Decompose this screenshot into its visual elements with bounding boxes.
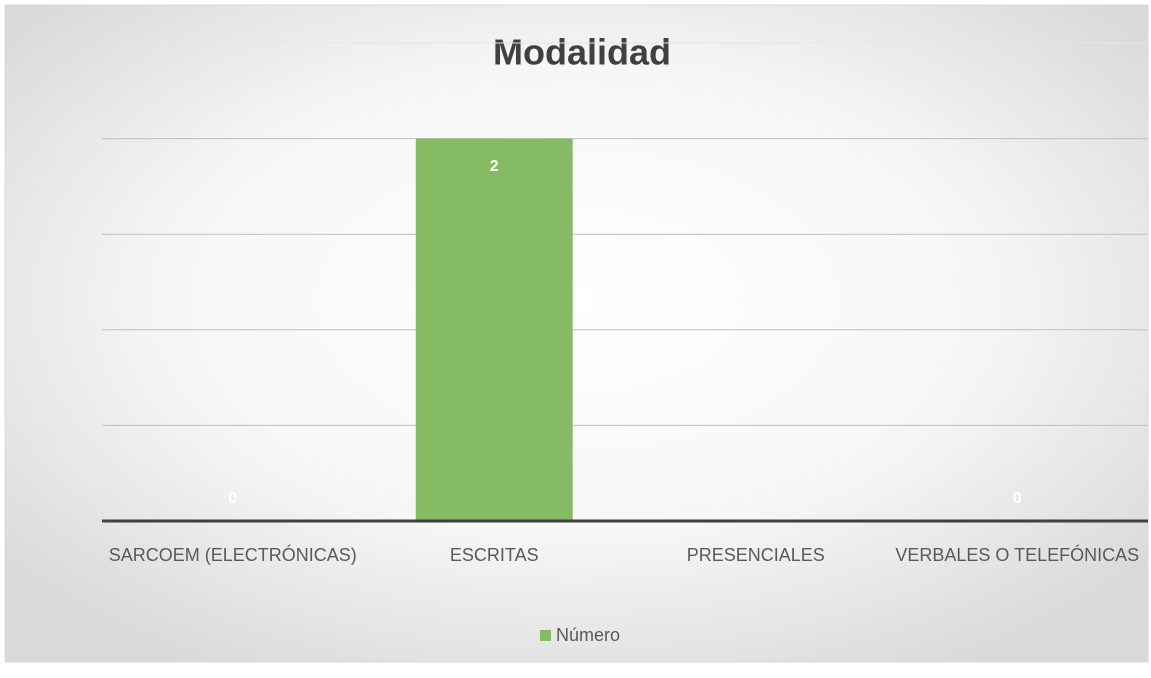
x-tick-label: PRESENCIALES (687, 545, 825, 565)
bar (415, 138, 573, 521)
x-tick-label: ESCRITAS (450, 545, 539, 565)
legend-swatch (540, 630, 551, 641)
x-tick-label: VERBALES O TELEFÓNICAS (895, 544, 1139, 565)
data-label: 2 (490, 158, 499, 175)
data-label: 0 (1013, 490, 1022, 507)
chart-title: Modalidad (493, 32, 671, 73)
chart-area (4, 4, 1149, 663)
data-label: 0 (228, 490, 237, 507)
legend-label: Número (556, 625, 620, 645)
x-tick-label: SARCOEM (ELECTRÓNICAS) (109, 544, 357, 565)
